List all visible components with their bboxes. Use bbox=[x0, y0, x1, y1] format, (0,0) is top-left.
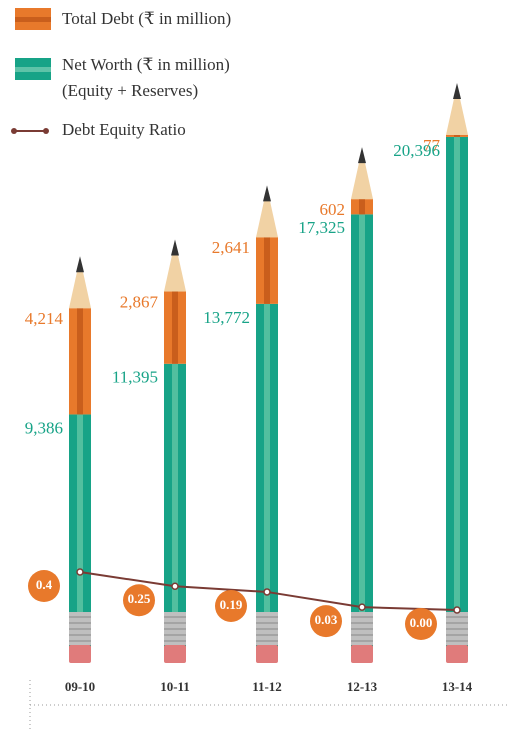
pencil-eraser bbox=[351, 645, 373, 663]
x-tick-label: 10-11 bbox=[160, 679, 190, 694]
value-label: 9,386 bbox=[25, 418, 63, 437]
legend-dot bbox=[11, 128, 17, 134]
pencil-eraser bbox=[164, 645, 186, 663]
pencil-scallop bbox=[446, 129, 468, 135]
value-label: 602 bbox=[320, 200, 346, 219]
pencil-eraser bbox=[69, 645, 91, 663]
legend-note: (Equity + Reserves) bbox=[62, 81, 198, 100]
ratio-badge bbox=[405, 608, 437, 640]
pencil-wood bbox=[256, 187, 278, 238]
x-tick-label: 11-12 bbox=[252, 679, 282, 694]
ratio-label: 0.4 bbox=[36, 577, 53, 592]
ratio-label: 0.25 bbox=[128, 591, 151, 606]
value-label: 20,396 bbox=[393, 141, 440, 160]
bar-stripe bbox=[77, 308, 83, 415]
ratio-point bbox=[263, 588, 271, 596]
ratio-badge bbox=[310, 605, 342, 638]
value-label: 13,772 bbox=[203, 308, 250, 327]
value-label: 2,641 bbox=[212, 238, 250, 257]
legend-dot bbox=[43, 128, 49, 134]
ratio-point bbox=[171, 582, 179, 590]
bar-stripe bbox=[359, 199, 365, 215]
x-tick-label: 13-14 bbox=[442, 679, 473, 694]
pencil-eraser bbox=[446, 645, 468, 663]
bar-stripe bbox=[454, 136, 460, 652]
value-label: 77 bbox=[423, 136, 441, 155]
legend-label: Debt Equity Ratio bbox=[62, 120, 186, 139]
legend-swatch-shade bbox=[15, 17, 51, 22]
value-label: 2,867 bbox=[120, 292, 159, 311]
pencil-lead bbox=[358, 147, 366, 164]
pencil-scallop bbox=[164, 285, 186, 292]
ratio-label: 0.03 bbox=[315, 612, 338, 627]
ratio-badge bbox=[215, 589, 247, 622]
pencil-wood bbox=[69, 258, 91, 309]
pencil-wood bbox=[446, 85, 468, 135]
pencil-scallop bbox=[351, 193, 373, 200]
bar-stripe bbox=[172, 291, 178, 364]
pencil-lead bbox=[171, 239, 179, 256]
value-label: 17,325 bbox=[298, 218, 345, 237]
bar-stripe bbox=[77, 414, 83, 651]
bar-stripe bbox=[172, 363, 178, 651]
value-label: 11,395 bbox=[112, 368, 158, 387]
ratio-label: 0.00 bbox=[410, 615, 433, 630]
legend-swatch-shade bbox=[15, 67, 51, 72]
pencil-wood bbox=[164, 241, 186, 292]
pencil-lead bbox=[76, 256, 84, 273]
ratio-label: 0.19 bbox=[220, 597, 243, 612]
x-tick-label: 09-10 bbox=[65, 679, 95, 694]
bar-stripe bbox=[359, 214, 365, 651]
bar-stripe bbox=[454, 135, 460, 137]
pencil-lead bbox=[453, 83, 461, 99]
ratio-point bbox=[358, 603, 366, 611]
legend-label: Net Worth (₹ in million) bbox=[62, 55, 230, 74]
ratio-point bbox=[453, 606, 461, 614]
ratio-badge bbox=[123, 584, 155, 617]
ratio-point bbox=[76, 568, 84, 576]
pencil-scallop bbox=[69, 302, 91, 309]
bar-stripe bbox=[264, 237, 270, 304]
pencil-lead bbox=[263, 185, 271, 202]
legend-label: Total Debt (₹ in million) bbox=[62, 9, 231, 28]
ratio-badge bbox=[28, 570, 60, 602]
value-label: 4,214 bbox=[25, 309, 64, 328]
pencil-scallop bbox=[256, 231, 278, 238]
pencil-wood bbox=[351, 149, 373, 200]
bar-stripe bbox=[264, 303, 270, 651]
x-tick-label: 12-13 bbox=[347, 679, 378, 694]
pencil-eraser bbox=[256, 645, 278, 663]
